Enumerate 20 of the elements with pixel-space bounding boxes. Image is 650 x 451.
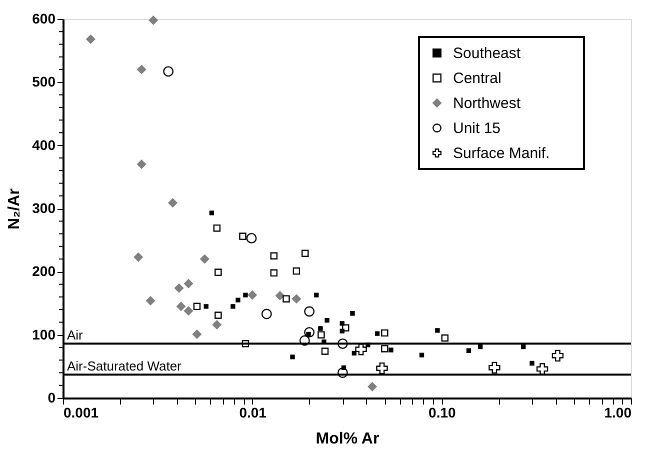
y-tick-label: 300 [32, 200, 56, 216]
y-tick-label: 200 [32, 263, 56, 280]
legend-label: Northwest [453, 95, 522, 112]
y-tick-label: 600 [32, 10, 56, 26]
legend-label: Surface Manif. [453, 145, 550, 162]
x-axis-title: Mol% Ar [316, 430, 380, 448]
x-tick-label: 1.00 [604, 404, 632, 420]
legend-label: Southeast [453, 45, 522, 62]
y-axis-title: N₂/Ar [6, 188, 24, 230]
x-tick-label: 0.01 [239, 404, 267, 420]
x-tick-label: 0.001 [64, 404, 99, 420]
ref-line-label: Air-Saturated Water [67, 358, 182, 374]
y-tick-label: 100 [32, 326, 56, 342]
ref-line-label: Air [67, 328, 84, 343]
legend-label: Central [453, 70, 502, 87]
y-tick-label: 0 [48, 390, 56, 406]
y-tick-label: 400 [32, 136, 56, 153]
x-tick-label: 0.10 [428, 404, 456, 420]
legend-label: Unit 15 [453, 120, 501, 137]
y-tick-label: 500 [32, 74, 56, 90]
